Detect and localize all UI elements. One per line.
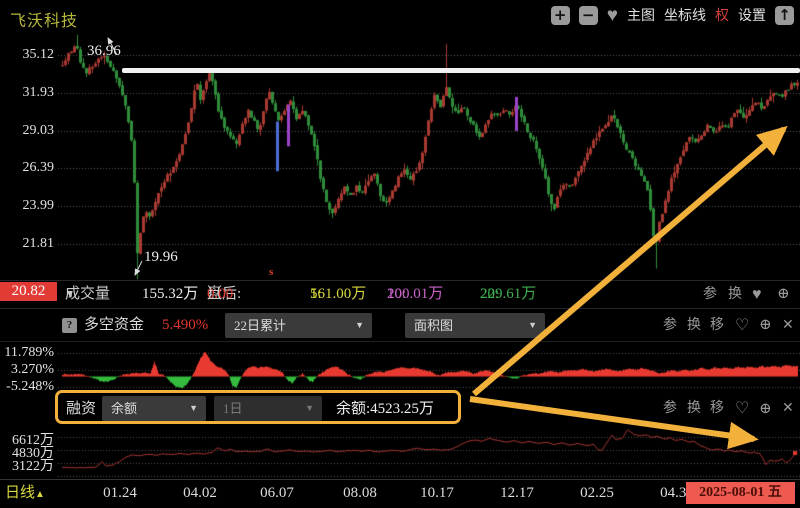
date-axis-label: 02.25 <box>580 485 614 501</box>
period-dropdown[interactable]: 22日累计 ▼ <box>225 313 372 338</box>
fund-flow-label[interactable]: 多空资金 <box>84 317 145 333</box>
price-axis-label: 31.93 <box>22 84 55 100</box>
magnifier-icon[interactable]: ⊕ <box>777 286 790 302</box>
fund-flow-pane[interactable]: 11.789% 3.270% -5.248% <box>0 342 800 394</box>
date-axis-label: 04.30 <box>660 485 694 501</box>
magnifier-icon[interactable]: ⊕ <box>759 401 772 417</box>
magnifier-icon[interactable]: ⊕ <box>759 317 772 333</box>
date-axis-label: 04.02 <box>183 485 217 501</box>
chevron-down-icon: ▼ <box>528 320 537 330</box>
date-axis-label: 10.17 <box>420 485 454 501</box>
zoom-out-button[interactable]: − <box>578 5 598 25</box>
margin-header-row: 融资 余额 ▼ 1日 ▼ 余额:4523.25万 参 换 移 ♡ ⊕ ✕ <box>0 391 800 427</box>
close-icon[interactable]: ✕ <box>782 401 794 416</box>
period-selector[interactable]: 日线▲ <box>5 485 45 501</box>
volume-header-row: 成交量 ▼ 155.32万 （盘后: 0.00） 5: 161.00万 10: 200… <box>0 281 800 309</box>
param-icon[interactable]: 参 <box>663 401 677 416</box>
low-annotation: 19.96 <box>144 249 178 265</box>
fund-flow-axis-label: -5.248% <box>6 379 54 394</box>
date-axis-label: 06.07 <box>260 485 294 501</box>
chevron-down-icon: ▼ <box>305 403 314 413</box>
sell-signal-marker: s <box>269 266 274 278</box>
main-chart-menu[interactable]: 主图 <box>627 9 655 24</box>
close-icon[interactable]: ✕ <box>782 318 794 333</box>
rights-adjust-menu[interactable]: 权 <box>715 9 729 24</box>
fund-flow-header-row: ? 多空资金 5.490% 22日累计 ▼ 面积图 ▼ 参 换 移 ♡ ⊕ ✕ <box>0 309 800 342</box>
param-icon[interactable]: 参 <box>703 287 717 302</box>
switch-indicator-icon[interactable]: 换 <box>687 318 701 333</box>
price-axis-label: 29.03 <box>22 122 55 138</box>
fund-flow-axis-label: 11.789% <box>4 344 54 360</box>
settings-menu[interactable]: 设置 <box>738 9 766 24</box>
volume-value: 155.32万 <box>142 286 199 302</box>
move-icon[interactable]: 移 <box>710 401 724 416</box>
last-date-badge: 2025-08-01 五 <box>686 482 795 504</box>
fund-flow-canvas[interactable] <box>0 342 800 391</box>
axis-lines-menu[interactable]: 坐标线 <box>664 9 706 24</box>
margin-balance-pane[interactable]: 6612万 4830万 3122万 <box>0 427 800 479</box>
drawn-resistance-line[interactable] <box>122 68 800 73</box>
favorite-icon[interactable]: ♥ <box>606 4 618 26</box>
param-icon[interactable]: 参 <box>663 318 677 333</box>
price-axis-label: 26.39 <box>22 160 55 176</box>
toolbar-actions: + − ♥ 主图 坐标线 权 设置 ↑ <box>550 4 794 26</box>
triangle-up-icon: ▲ <box>35 489 45 500</box>
price-axis-label: 35.12 <box>22 47 55 62</box>
high-annotation: 36.96 <box>87 43 121 59</box>
margin-balance-canvas[interactable] <box>0 427 800 479</box>
switch-indicator-icon[interactable]: 换 <box>687 401 701 416</box>
candlestick-pane[interactable]: 35.12 31.93 29.03 26.39 23.99 21.81 20.82 36.… <box>0 30 800 301</box>
margin-balance: 余额:4523.25万 <box>336 401 434 417</box>
heart-outline-icon[interactable]: ♡ <box>735 400 750 417</box>
style-dropdown[interactable]: 面积图 ▼ <box>405 313 545 338</box>
zoom-in-button[interactable]: + <box>550 5 570 25</box>
date-axis-label: 01.24 <box>103 485 137 501</box>
heart-outline-icon[interactable]: ♡ <box>735 317 750 334</box>
margin-label[interactable]: 融资 <box>66 401 97 417</box>
switch-indicator-icon[interactable]: 换 <box>728 287 742 302</box>
fund-flow-axis-label: 3.270% <box>10 362 54 377</box>
move-icon[interactable]: 移 <box>710 318 724 333</box>
stock-title: 飞沃科技 <box>10 13 79 30</box>
fund-flow-value: 5.490% <box>162 317 209 333</box>
margin-period-dropdown[interactable]: 1日 ▼ <box>214 396 322 421</box>
top-toolbar: 飞沃科技 + − ♥ 主图 坐标线 权 设置 ↑ <box>0 0 800 30</box>
date-axis-bar: 日线▲ 01.24 04.02 06.07 08.08 10.17 12.17 02.25 0… <box>0 479 800 506</box>
price-axis-label: 21.81 <box>22 236 55 252</box>
current-price-badge: 20.82 <box>0 282 57 301</box>
date-axis-label: 12.17 <box>500 485 534 501</box>
price-axis-label: 23.99 <box>22 198 55 214</box>
margin-axis-label: 3122万 <box>12 458 54 474</box>
heart-icon[interactable]: ♥ <box>752 286 762 303</box>
help-icon[interactable]: ? <box>62 318 77 333</box>
margin-axis-label: 6612万 <box>12 432 54 448</box>
volume-collapse-icon[interactable]: ▼ <box>65 289 75 300</box>
chevron-down-icon: ▼ <box>355 320 364 330</box>
margin-type-dropdown[interactable]: 余额 ▼ <box>102 396 206 421</box>
chevron-down-icon: ▼ <box>189 403 198 413</box>
date-axis-label: 08.08 <box>343 485 377 501</box>
collapse-panel-button[interactable]: ↑ <box>775 5 794 25</box>
margin-axis-label: 4830万 <box>12 446 54 461</box>
